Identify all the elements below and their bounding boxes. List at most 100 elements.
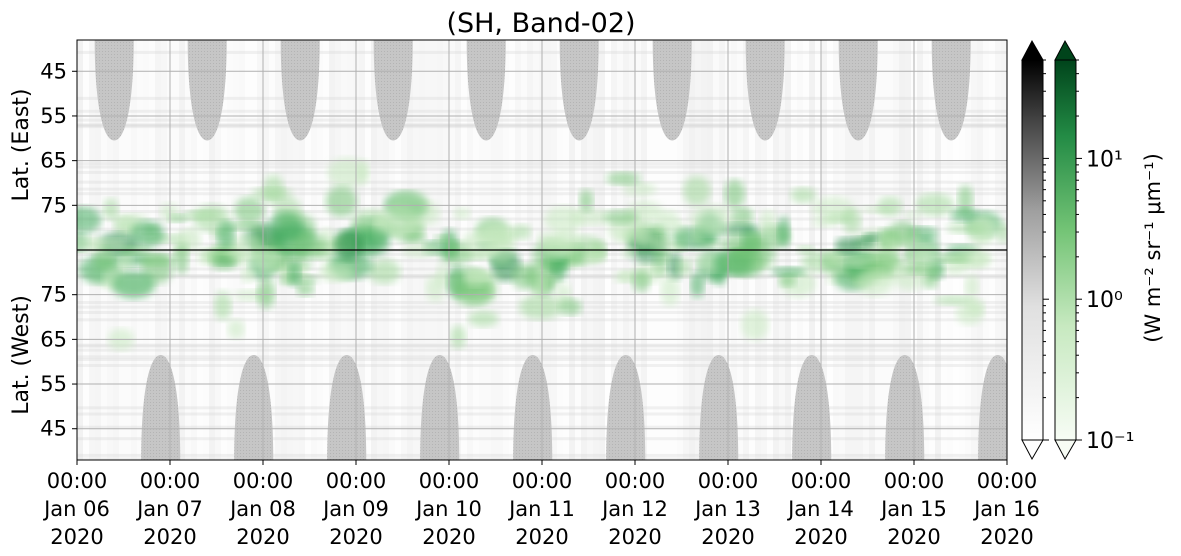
emission-patch (950, 207, 978, 223)
xtick-label: 2020 (515, 525, 568, 549)
emission-patch (904, 210, 920, 219)
emission-patch (463, 268, 489, 287)
emission-patch (835, 237, 859, 255)
xtick-label: 00:00 (47, 469, 108, 493)
emission-patch (251, 187, 293, 200)
emission-patch (855, 269, 894, 297)
colorbar-greens-ticks (1076, 59, 1082, 441)
xtick-label: 2020 (329, 525, 382, 549)
xtick-label: Jan 06 (42, 497, 110, 521)
grid-layer (77, 40, 1007, 460)
xtick-label: 00:00 (140, 469, 201, 493)
emission-patch (651, 236, 675, 252)
ytick-label-bottom: 55 (40, 372, 67, 396)
emission-patch (770, 266, 807, 277)
emission-patch (511, 264, 538, 290)
emission-patch (931, 253, 972, 263)
emission-patch (778, 273, 796, 287)
emission-patch (777, 215, 790, 247)
ytick-label-bottom: 65 (40, 327, 67, 351)
ylabel-top: Lat. (East) (9, 89, 34, 202)
colorbar-greens-extend-min (1054, 439, 1077, 461)
emission-patch (267, 211, 303, 242)
xtick-label: Jan 13 (693, 497, 761, 521)
emission-patch (234, 196, 265, 225)
emission-patch (741, 309, 769, 341)
emission-patch (93, 246, 116, 271)
emission-patch (915, 193, 955, 216)
emission-patch (606, 171, 641, 186)
emission-patch (436, 264, 449, 287)
x-axis-ticks: 00:00 Jan 06 2020 00:00 Jan 07 2020 00:00 Jan 0… (42, 460, 1040, 549)
emission-patch (296, 281, 315, 297)
colorbar-greens-bar (1054, 59, 1077, 441)
xtick-label: 2020 (236, 525, 289, 549)
emission-patch (226, 233, 265, 264)
xtick-label: 00:00 (977, 469, 1038, 493)
emission-patch (511, 224, 532, 240)
emission-patch (618, 269, 635, 282)
xtick-label: Jan 10 (414, 497, 482, 521)
sunlit-mask-west (978, 355, 1007, 460)
colorbar-greys-extend-max (1021, 39, 1044, 61)
colorbar-label: (W m⁻² sr⁻¹ μm⁻¹) (1141, 153, 1165, 343)
emission-patch (434, 234, 454, 243)
emission-patch (731, 206, 754, 226)
xtick-label: Jan 15 (879, 497, 947, 521)
emission-patch (289, 231, 327, 259)
colorbar-tick-labels: 10⁻¹ 10⁰ 10¹ (1086, 147, 1134, 454)
xtick-label: Jan 11 (507, 497, 575, 521)
xtick-label: 00:00 (605, 469, 666, 493)
xtick-label: Jan 12 (600, 497, 668, 521)
colorbar-greens-extend-max (1054, 39, 1077, 61)
ylabel-bottom: Lat. (West) (9, 295, 34, 415)
xtick-label: Jan 16 (972, 497, 1040, 521)
emission-patch (453, 207, 471, 220)
ytick-label-bottom: 45 (40, 417, 67, 441)
emission-patch (216, 220, 236, 250)
xtick-label: 00:00 (884, 469, 945, 493)
xtick-label: 00:00 (233, 469, 294, 493)
emission-patch (759, 209, 777, 233)
colorbar-greys (1021, 39, 1049, 461)
emission-patch (519, 294, 563, 320)
sunlit-mask-east (94, 40, 134, 141)
sunlit-mask-east (373, 40, 413, 141)
chart-title: (SH, Band-02) (446, 8, 635, 39)
emission-patch (168, 214, 189, 223)
emission-patch (631, 270, 651, 292)
xtick-label: 2020 (422, 525, 475, 549)
emission-patch (257, 277, 276, 309)
sunlit-mask-east (280, 40, 320, 141)
xtick-label: 00:00 (791, 469, 852, 493)
emission-patch (542, 234, 571, 260)
xtick-label: Jan 08 (228, 497, 296, 521)
ytick-label-top: 45 (40, 59, 67, 83)
xtick-label: 00:00 (326, 469, 387, 493)
emission-patch (957, 185, 973, 216)
emission-patch (111, 270, 156, 299)
sunlit-mask-east (187, 40, 227, 141)
emission-patch (827, 250, 843, 264)
emission-patch (405, 233, 427, 243)
emission-patch (558, 298, 582, 316)
colorbar-greens (1054, 39, 1082, 461)
emission-patch (955, 301, 984, 325)
emission-patch (812, 217, 840, 228)
xtick-label: Jan 07 (135, 497, 203, 521)
xtick-label: 2020 (701, 525, 754, 549)
emission-patch (877, 196, 903, 217)
emission-patch (634, 231, 656, 247)
sunlit-mask-east (838, 40, 878, 141)
emission-patch (117, 250, 134, 269)
ytick-label-top: 55 (40, 104, 67, 128)
xtick-label: 2020 (980, 525, 1033, 549)
emission-patch (603, 209, 639, 225)
emission-patch (544, 205, 584, 234)
emission-patch (77, 236, 105, 253)
emission-patch (653, 248, 671, 264)
emission-patch (487, 237, 516, 265)
ytick-label-top: 65 (40, 149, 67, 173)
emission-patch (130, 220, 165, 247)
